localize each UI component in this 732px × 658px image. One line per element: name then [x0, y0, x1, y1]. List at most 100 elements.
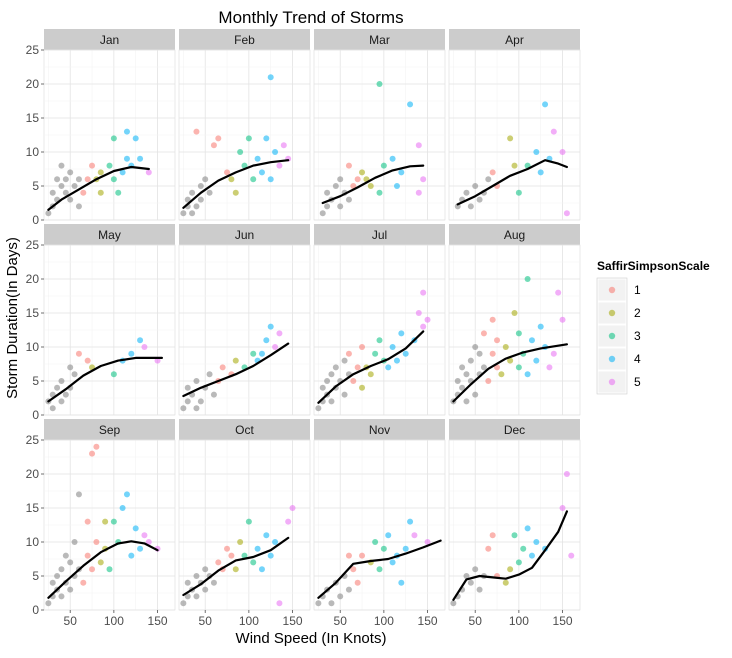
data-point	[193, 203, 200, 210]
data-point	[463, 371, 470, 378]
data-point	[58, 378, 65, 384]
data-point	[324, 378, 331, 384]
data-point	[359, 344, 366, 350]
data-point	[84, 357, 91, 364]
data-point	[472, 183, 479, 189]
data-point	[210, 579, 217, 586]
data-point	[507, 357, 514, 364]
data-point	[58, 566, 65, 573]
data-point	[45, 210, 52, 217]
y-tick-label: 0	[32, 603, 39, 617]
data-point	[258, 169, 265, 176]
data-point	[476, 350, 483, 357]
y-tick-label: 5	[32, 179, 39, 193]
data-point	[507, 566, 514, 573]
data-point	[424, 539, 431, 545]
data-point	[202, 586, 209, 593]
data-point	[197, 196, 204, 203]
data-point	[324, 189, 331, 196]
data-point	[67, 169, 74, 176]
data-point	[485, 545, 492, 552]
y-tick-label: 25	[26, 433, 40, 447]
y-tick-label: 0	[32, 213, 39, 227]
data-point	[184, 593, 191, 600]
data-point	[145, 539, 152, 545]
data-point	[341, 357, 348, 364]
data-point	[184, 579, 191, 586]
data-points	[180, 323, 283, 412]
data-point	[93, 443, 100, 450]
x-tick-label: 100	[104, 614, 124, 628]
strip-label: Mar	[369, 33, 390, 47]
data-point	[272, 344, 279, 350]
legend-swatch	[608, 286, 616, 294]
data-point	[258, 566, 265, 573]
data-point	[267, 323, 274, 330]
x-tick-label: 150	[148, 614, 168, 628]
data-point	[276, 600, 283, 607]
data-point	[49, 189, 56, 196]
data-point	[515, 559, 522, 566]
y-tick-label: 20	[26, 467, 40, 481]
data-point	[550, 128, 557, 135]
data-point	[354, 364, 361, 371]
data-point	[180, 405, 187, 412]
data-point	[494, 337, 501, 344]
data-point	[489, 316, 496, 323]
data-point	[398, 579, 405, 586]
data-point	[71, 371, 78, 378]
data-point	[528, 552, 535, 559]
legend-swatch	[608, 355, 616, 363]
data-point	[89, 162, 96, 169]
data-point	[420, 323, 427, 330]
panel-may: May 0 5 10 15 20 25	[26, 224, 176, 422]
data-point	[71, 539, 78, 545]
data-point	[467, 579, 474, 586]
data-point	[67, 364, 74, 371]
data-point	[380, 545, 387, 552]
data-point	[45, 600, 52, 607]
strip-background	[449, 224, 580, 245]
data-point	[489, 350, 496, 357]
data-point	[472, 566, 479, 573]
data-point	[285, 518, 292, 525]
data-point	[385, 364, 392, 371]
legend-item: 5	[597, 370, 641, 394]
data-point	[272, 149, 279, 155]
panel-mar: Mar	[313, 29, 446, 221]
data-point	[515, 364, 522, 371]
trend-line	[317, 539, 442, 599]
data-point	[398, 330, 405, 337]
data-point	[58, 183, 65, 189]
trend-line	[47, 356, 163, 403]
data-point	[219, 364, 226, 371]
strip-label: Nov	[369, 423, 390, 437]
data-point	[197, 183, 204, 189]
data-point	[345, 552, 352, 559]
gridlines	[44, 439, 175, 611]
data-point	[62, 391, 69, 398]
data-point	[502, 579, 509, 586]
x-tick-label: 150	[553, 614, 573, 628]
data-point	[75, 350, 82, 357]
data-point	[398, 169, 405, 176]
x-tick-label: 150	[418, 614, 438, 628]
data-point	[324, 203, 331, 210]
panel-oct: Oct 50 100 150	[178, 419, 311, 628]
legend-swatch	[608, 332, 616, 340]
data-point	[563, 210, 570, 217]
data-point	[263, 135, 270, 142]
panel-nov: Nov 50 100 150	[313, 419, 446, 628]
legend-label: 3	[634, 329, 641, 343]
y-tick-label: 20	[26, 77, 40, 91]
data-point	[250, 559, 257, 566]
data-point	[54, 176, 61, 183]
x-tick-label: 50	[334, 614, 348, 628]
data-point	[202, 566, 209, 573]
data-point	[237, 539, 244, 545]
data-point	[480, 364, 487, 371]
data-point	[407, 101, 414, 108]
data-point	[280, 142, 287, 149]
data-point	[58, 162, 65, 169]
data-point	[241, 552, 248, 559]
